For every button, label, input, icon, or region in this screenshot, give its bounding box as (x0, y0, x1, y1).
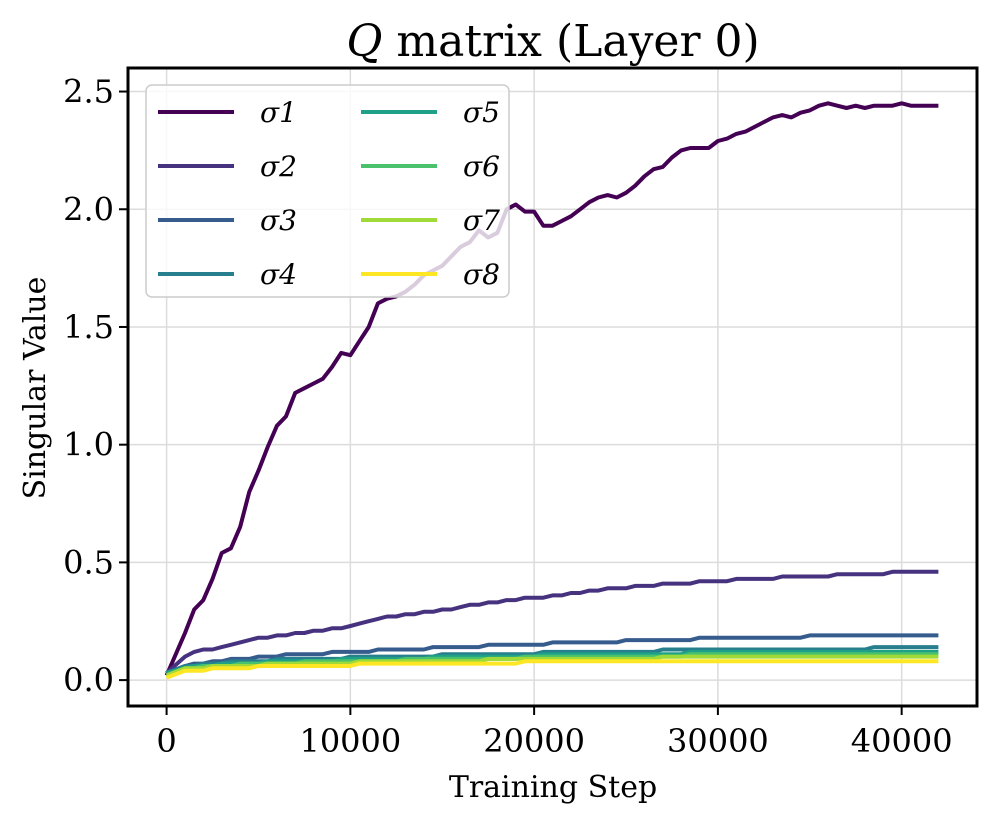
y-tick-label: 0.5 (63, 543, 114, 581)
legend-label-6: σ6 (463, 150, 500, 183)
y-tick-label: 0.0 (63, 661, 114, 699)
x-tick-label: 30000 (667, 722, 769, 760)
x-tick-label: 40000 (851, 722, 953, 760)
legend-label-7: σ7 (463, 204, 500, 237)
legend-label-4: σ4 (260, 258, 297, 291)
chart-title: Q matrix (Layer 0) (346, 16, 759, 67)
y-tick-label: 1.0 (63, 426, 114, 464)
legend-label-1: σ1 (260, 96, 297, 129)
x-axis-ticks: 0 10000 20000 30000 40000 (156, 706, 953, 760)
series-lines (164, 101, 939, 680)
y-axis-label: Singular Value (18, 277, 53, 500)
x-tick-label: 20000 (483, 722, 585, 760)
plot-frame (126, 66, 979, 708)
legend-label-8: σ8 (463, 258, 500, 291)
series-line-8 (165, 659, 939, 680)
chart-title-text: matrix (Layer 0) (382, 16, 759, 67)
y-tick-label: 2.0 (63, 190, 114, 228)
series-line-3 (165, 633, 939, 675)
legend-label-5: σ5 (463, 96, 500, 129)
x-tick-label: 10000 (299, 722, 401, 760)
legend-box (145, 84, 510, 298)
x-tick-label: 0 (156, 722, 176, 760)
legend-label-2: σ2 (260, 150, 297, 183)
legend-label-3: σ3 (260, 204, 297, 237)
y-axis-ticks: 0.0 0.5 1.0 1.5 2.0 2.5 (63, 73, 128, 699)
chart-title-variable: Q (346, 16, 382, 67)
x-axis-label: Training Step (449, 770, 657, 805)
legend: σ1 σ2 σ3 σ4 σ5 σ6 σ7 σ8 (145, 84, 510, 298)
series-line-2 (165, 569, 939, 675)
y-tick-label: 2.5 (63, 73, 114, 111)
series-line-1 (164, 101, 939, 677)
series-line-4 (165, 645, 939, 675)
y-tick-label: 1.5 (63, 308, 114, 346)
series-line-7 (165, 654, 939, 678)
